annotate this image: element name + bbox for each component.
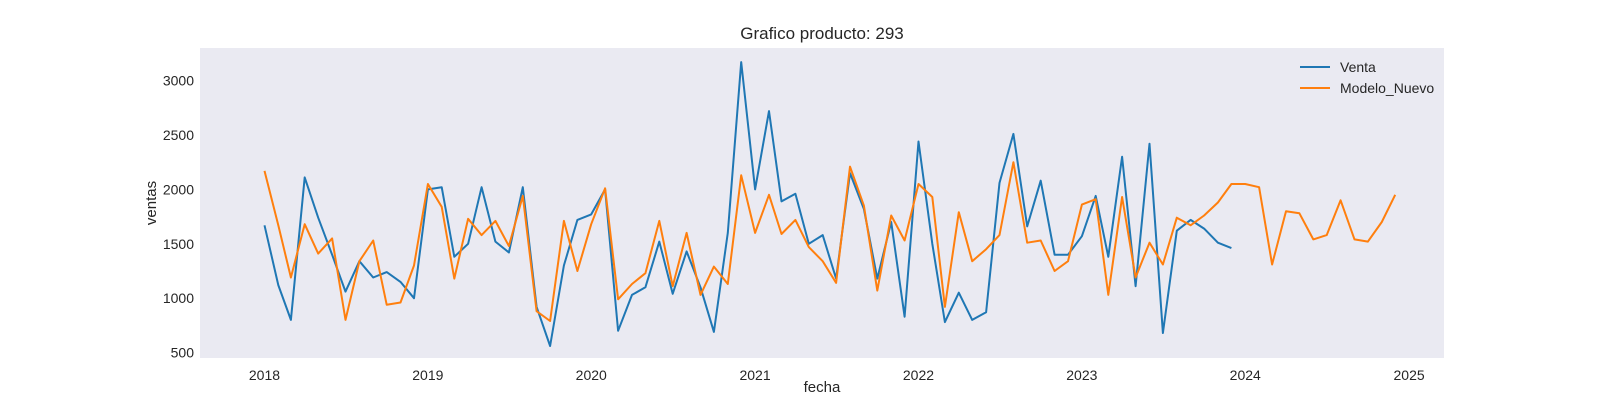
x-axis-label: fecha — [804, 379, 841, 396]
x-tick-label: 2023 — [1066, 367, 1097, 383]
y-tick-label: 1500 — [163, 236, 194, 252]
chart-title: Grafico producto: 293 — [740, 24, 903, 43]
y-tick-label: 500 — [171, 345, 195, 361]
plot-area — [200, 48, 1444, 358]
x-tick-label: 2019 — [412, 367, 443, 383]
legend-label: Modelo_Nuevo — [1340, 80, 1434, 96]
y-tick-label: 3000 — [163, 73, 194, 89]
series-lines — [263, 61, 1397, 347]
series-line-modelo-nuevo — [263, 161, 1397, 322]
axis-ticks: 2018 2019 2020 2021 2022 2023 2024 2025 500 1000 1… — [163, 73, 1425, 383]
legend: Venta Modelo_Nuevo — [1300, 59, 1434, 96]
x-tick-label: 2024 — [1230, 367, 1261, 383]
y-tick-label: 2500 — [163, 127, 194, 143]
x-tick-label: 2021 — [739, 367, 770, 383]
y-tick-label: 1000 — [163, 290, 194, 306]
x-tick-label: 2018 — [249, 367, 280, 383]
x-tick-label: 2020 — [576, 367, 607, 383]
y-axis-label: ventas — [143, 181, 160, 225]
legend-label: Venta — [1340, 59, 1376, 75]
x-tick-label: 2022 — [903, 367, 934, 383]
x-tick-label: 2025 — [1394, 367, 1425, 383]
y-tick-label: 2000 — [163, 181, 194, 197]
